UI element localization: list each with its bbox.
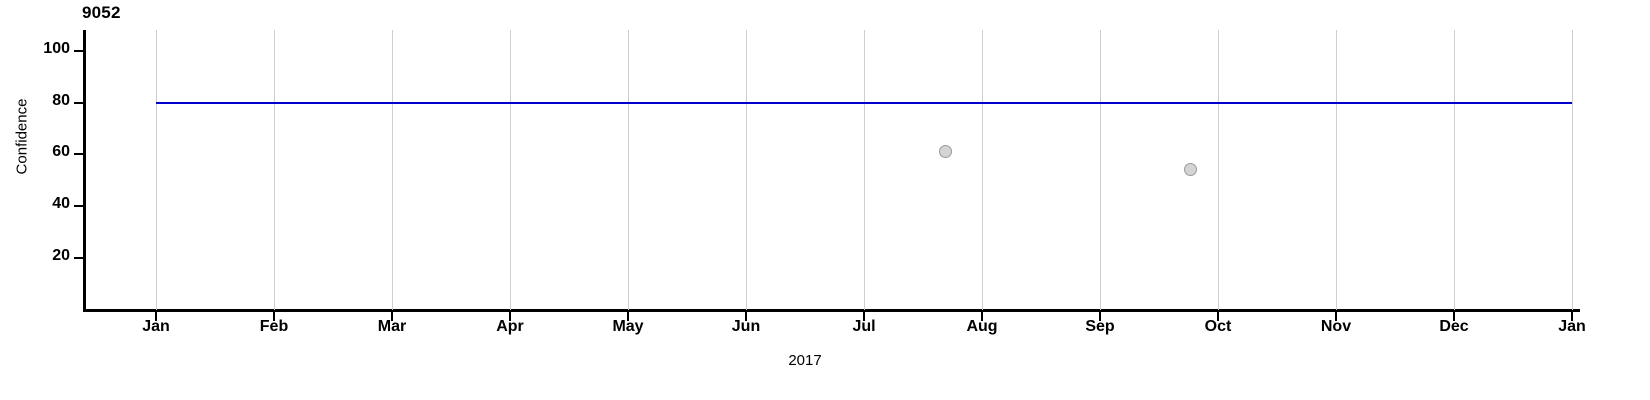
x-axis-tick — [509, 312, 511, 321]
gridline-vertical — [864, 30, 865, 310]
x-axis-tick — [1217, 312, 1219, 321]
x-axis-tick — [745, 312, 747, 321]
x-axis-tick-label: Aug — [966, 318, 998, 335]
x-axis-tick — [1335, 312, 1337, 321]
gridline-vertical — [392, 30, 393, 310]
data-point[interactable] — [938, 144, 952, 158]
x-axis-tick-label: Jul — [852, 318, 876, 335]
x-axis-label: 2017 — [788, 352, 822, 369]
gridline-vertical — [1572, 30, 1573, 310]
x-axis-tick-label: Dec — [1439, 318, 1469, 335]
x-axis-tick-label: Nov — [1320, 318, 1352, 335]
x-axis-tick — [981, 312, 983, 321]
y-axis-spine — [83, 30, 86, 311]
x-axis-tick-label: Jan — [142, 318, 170, 335]
y-axis-tick-label: 40 — [52, 195, 70, 213]
x-axis-tick — [1099, 312, 1101, 321]
chart-title: 9052 — [82, 3, 121, 22]
y-axis-tick-label: 80 — [52, 91, 70, 109]
x-axis-tick — [155, 312, 157, 321]
x-axis-tick-label: Sep — [1085, 318, 1115, 335]
x-axis-tick — [1453, 312, 1455, 321]
y-axis-tick-label: 20 — [52, 247, 70, 265]
gridline-vertical — [1218, 30, 1219, 310]
x-axis-tick-label: Jan — [1558, 318, 1586, 335]
gridline-vertical — [982, 30, 983, 310]
x-axis-tick — [273, 312, 275, 321]
y-axis-tick — [74, 257, 83, 260]
y-axis-tick — [74, 205, 83, 208]
y-axis-tick — [74, 101, 83, 104]
x-axis-tick-label: Jun — [731, 318, 761, 335]
x-axis-tick-label: Mar — [377, 318, 407, 335]
x-axis-tick — [391, 312, 393, 321]
x-axis-tick-label: May — [612, 318, 644, 335]
y-axis-tick-label: 60 — [52, 143, 70, 161]
y-axis-tick — [74, 153, 83, 156]
x-axis-tick-label: Apr — [496, 318, 524, 335]
y-axis-tick — [74, 49, 83, 52]
x-axis-tick — [627, 312, 629, 321]
gridline-vertical — [746, 30, 747, 310]
gridline-vertical — [156, 30, 157, 310]
x-axis-tick-label: Oct — [1204, 318, 1232, 335]
data-point[interactable] — [1183, 163, 1197, 176]
gridline-vertical — [274, 30, 275, 310]
gridline-vertical — [1336, 30, 1337, 310]
plot-area — [85, 30, 1580, 310]
x-axis-label-wrap: 2017 — [0, 352, 1650, 369]
x-axis-tick-label: Feb — [259, 318, 289, 335]
gridline-vertical — [1454, 30, 1455, 310]
y-axis-tick-label: 100 — [43, 39, 70, 57]
gridline-vertical — [510, 30, 511, 310]
reference-line-threshold — [156, 101, 1572, 104]
x-axis-tick — [863, 312, 865, 321]
gridline-vertical — [1100, 30, 1101, 310]
x-axis-tick — [1571, 312, 1573, 321]
x-axis-spine — [83, 309, 1580, 312]
gridline-vertical — [628, 30, 629, 310]
